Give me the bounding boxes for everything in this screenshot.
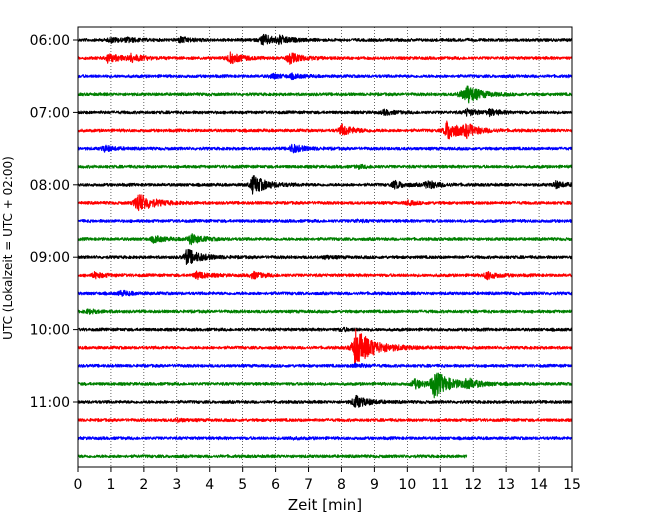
seismic-traces [77,33,573,459]
trace-0745 [77,163,573,170]
trace-0700 [77,107,573,118]
trace-1115 [77,417,573,424]
trace-0815 [77,194,573,212]
trace-0730 [77,143,573,154]
x-tick-label: 15 [563,477,581,493]
x-tick-label: 6 [271,477,280,493]
trace-1100 [77,394,573,408]
trace-0930 [77,289,573,297]
x-tick-label: 7 [304,477,313,493]
x-tick-label: 12 [464,477,482,493]
plot-frame [77,26,573,468]
trace-0830 [77,218,573,224]
x-axis: 0 1 2 3 4 5 6 7 8 9 10 11 12 13 14 15 [74,467,581,493]
x-tick-label: 1 [106,477,115,493]
x-tick-label: 14 [530,477,548,493]
trace-0630 [77,72,573,81]
trace-1015 [77,328,573,367]
y-tick-label: 06:00 [30,33,70,49]
x-tick-label: 13 [497,477,515,493]
y-axis: 06:00 07:00 08:00 09:00 10:00 11:00 [30,33,78,411]
x-tick-label: 3 [172,477,181,493]
vertical-grid [110,27,540,467]
y-tick-label: 08:00 [30,178,70,194]
x-tick-label: 9 [370,477,379,493]
y-tick-label: 07:00 [30,105,70,121]
x-tick-label: 11 [431,477,449,493]
y-tick-label: 10:00 [30,323,70,339]
x-tick-label: 0 [74,477,83,493]
trace-0900 [77,248,573,266]
trace-0615 [77,51,573,65]
trace-1030 [77,362,573,369]
x-tick-label: 2 [139,477,148,493]
x-tick-label: 8 [337,477,346,493]
x-axis-label: Zeit [min] [288,496,362,514]
trace-1130 [77,435,573,441]
x-tick-label: 4 [205,477,214,493]
trace-0945 [77,308,573,315]
y-axis-label: UTC (Lokalzeit = UTC + 02:00) [1,156,15,340]
y-tick-label: 11:00 [30,395,70,411]
y-tick-label: 09:00 [30,250,70,266]
trace-1145 [77,454,468,459]
trace-0600 [77,33,573,46]
trace-0645 [77,85,573,104]
trace-1000 [77,326,573,333]
trace-0845 [77,233,573,246]
trace-1045 [77,372,573,399]
x-tick-label: 10 [398,477,416,493]
trace-0915 [77,270,573,281]
trace-0800 [77,175,573,195]
trace-0715 [77,120,573,140]
x-tick-label: 5 [238,477,247,493]
